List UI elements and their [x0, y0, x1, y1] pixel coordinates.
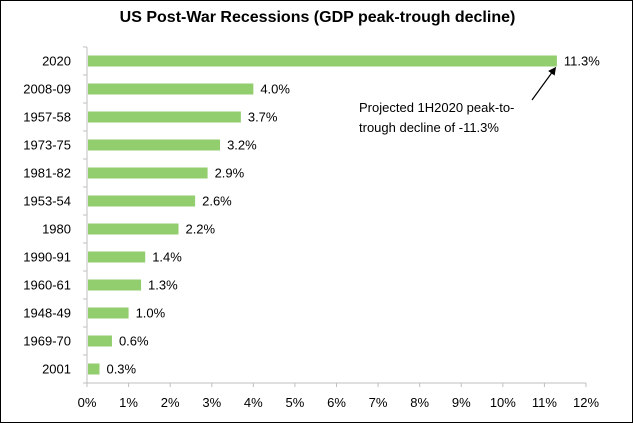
data-label: 2.6%	[202, 194, 232, 209]
data-label: 0.6%	[119, 334, 149, 349]
data-label: 0.3%	[106, 362, 136, 377]
bar	[88, 335, 112, 347]
x-tick-label: 4%	[244, 395, 263, 410]
bar	[88, 279, 142, 291]
bar	[88, 363, 100, 375]
annotation: Projected 1H2020 peak-to-trough decline …	[359, 66, 557, 135]
category-label: 1990-91	[23, 250, 71, 265]
category-label: 1957-58	[23, 110, 71, 125]
annotation-text: Projected 1H2020 peak-to-	[359, 100, 514, 115]
category-label: 1973-75	[23, 138, 71, 153]
labels: 2020 11.3% 2008-09 4.0% 1957-58 3.7% 1973-75 3.…	[23, 54, 600, 377]
x-tick-label: 1%	[119, 395, 138, 410]
x-tick-label: 3%	[202, 395, 221, 410]
bars	[88, 55, 557, 375]
category-label: 1969-70	[23, 334, 71, 349]
chart-title: US Post-War Recessions (GDP peak-trough …	[119, 9, 516, 26]
x-tick-label: 0%	[78, 395, 97, 410]
bar	[88, 55, 557, 67]
category-label: 1981-82	[23, 166, 71, 181]
data-label: 2.2%	[185, 222, 215, 237]
data-label: 3.7%	[248, 110, 278, 125]
x-tick-label: 5%	[286, 395, 305, 410]
annotation-text: trough decline of -11.3%	[359, 120, 499, 135]
x-tick-label: 8%	[410, 395, 429, 410]
x-tick-label: 6%	[327, 395, 346, 410]
category-label: 2008-09	[23, 82, 71, 97]
data-label: 2.9%	[215, 166, 245, 181]
bar	[88, 307, 129, 319]
data-label: 4.0%	[260, 82, 290, 97]
annotation-arrow	[531, 66, 557, 101]
x-tick-label: 7%	[369, 395, 388, 410]
bar	[88, 167, 208, 179]
category-label: 1953-54	[23, 194, 71, 209]
bar	[88, 251, 146, 263]
data-label: 1.4%	[152, 250, 182, 265]
bar	[88, 139, 221, 151]
category-label: 2001	[42, 362, 71, 377]
category-label: 2020	[42, 54, 71, 69]
bar	[88, 111, 241, 123]
x-tick-label: 2%	[161, 395, 180, 410]
data-label: 1.3%	[148, 278, 178, 293]
category-label: 1980	[42, 222, 71, 237]
x-tick-label: 12%	[573, 395, 599, 410]
axes: 0% 1% 2% 3% 4% 5% 6% 7% 8% 9% 10% 11% 12%	[78, 46, 599, 410]
x-tick-label: 10%	[490, 395, 516, 410]
bar	[88, 195, 196, 207]
category-label: 1960-61	[23, 278, 71, 293]
bar	[88, 223, 179, 235]
data-label: 11.3%	[564, 54, 600, 69]
x-tick-label: 9%	[452, 395, 471, 410]
x-tick-label: 11%	[532, 395, 557, 410]
data-label: 3.2%	[227, 138, 257, 153]
bar	[88, 83, 254, 95]
data-label: 1.0%	[136, 306, 166, 321]
category-label: 1948-49	[23, 306, 71, 321]
